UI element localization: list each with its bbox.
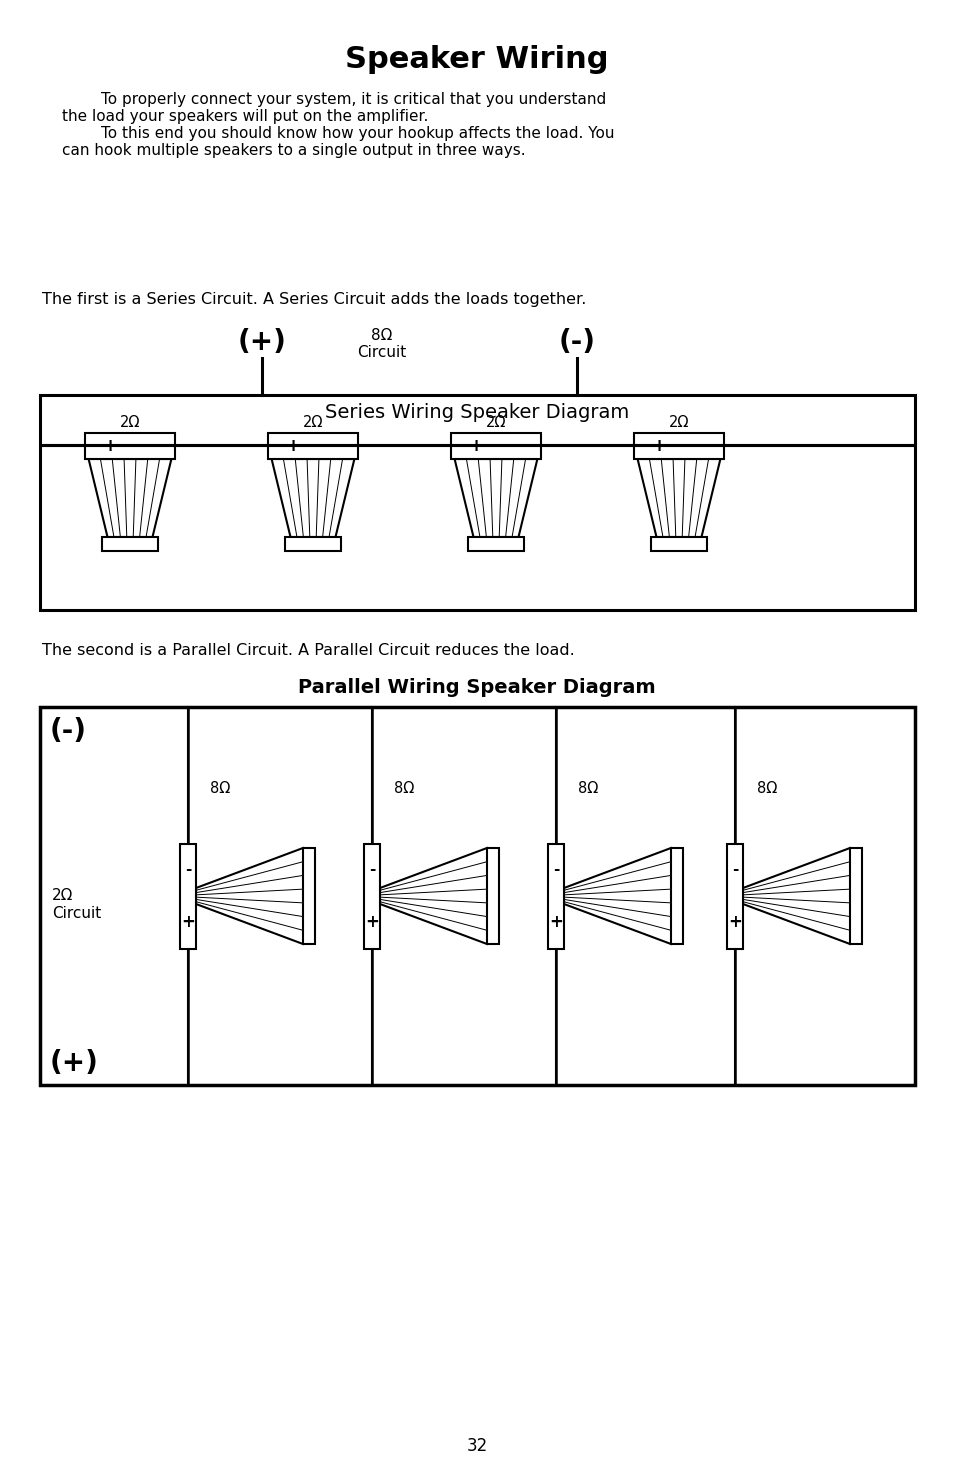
- Bar: [849, 848, 862, 944]
- Text: -: -: [695, 437, 702, 454]
- Text: 2Ω: 2Ω: [120, 414, 140, 431]
- Bar: [180, 844, 195, 948]
- Bar: [634, 434, 723, 459]
- Text: Speaker Wiring: Speaker Wiring: [345, 46, 608, 74]
- Bar: [40, 707, 914, 1086]
- Text: (-): (-): [50, 717, 87, 745]
- Text: Circuit: Circuit: [357, 345, 406, 360]
- Text: +: +: [102, 437, 117, 454]
- Text: 32: 32: [466, 1437, 487, 1454]
- Text: 2Ω: 2Ω: [485, 414, 506, 431]
- Text: +: +: [365, 913, 378, 931]
- Text: The second is a Parallel Circuit. A Parallel Circuit reduces the load.: The second is a Parallel Circuit. A Para…: [42, 643, 574, 658]
- Text: the load your speakers will put on the amplifier.: the load your speakers will put on the a…: [62, 109, 428, 124]
- Text: To properly connect your system, it is critical that you understand: To properly connect your system, it is c…: [62, 91, 605, 108]
- Text: 8Ω: 8Ω: [394, 780, 414, 797]
- Bar: [486, 848, 498, 944]
- Text: 8Ω: 8Ω: [757, 780, 777, 797]
- Text: 2Ω: 2Ω: [668, 414, 688, 431]
- Bar: [547, 844, 563, 948]
- Bar: [726, 844, 742, 948]
- Bar: [364, 844, 379, 948]
- Bar: [451, 434, 540, 459]
- Bar: [85, 434, 174, 459]
- Text: Parallel Wiring Speaker Diagram: Parallel Wiring Speaker Diagram: [298, 678, 655, 698]
- Text: (-): (-): [558, 327, 595, 355]
- Text: +: +: [549, 913, 562, 931]
- Text: can hook multiple speakers to a single output in three ways.: can hook multiple speakers to a single o…: [62, 143, 525, 158]
- Text: -: -: [552, 863, 558, 878]
- Bar: [670, 848, 682, 944]
- Text: 8Ω: 8Ω: [371, 327, 393, 344]
- Text: -: -: [731, 863, 738, 878]
- Bar: [285, 537, 341, 552]
- Bar: [268, 434, 357, 459]
- Text: +: +: [468, 437, 483, 454]
- Bar: [467, 537, 523, 552]
- Bar: [102, 537, 158, 552]
- Text: Circuit: Circuit: [52, 906, 101, 920]
- Text: 8Ω: 8Ω: [578, 780, 598, 797]
- Text: +: +: [651, 437, 666, 454]
- Text: (+): (+): [237, 327, 286, 355]
- Text: -: -: [512, 437, 519, 454]
- Text: Series Wiring Speaker Diagram: Series Wiring Speaker Diagram: [325, 403, 628, 422]
- Text: The first is a Series Circuit. A Series Circuit adds the loads together.: The first is a Series Circuit. A Series …: [42, 292, 586, 307]
- Text: To this end you should know how your hookup affects the load. You: To this end you should know how your hoo…: [62, 125, 614, 142]
- Bar: [303, 848, 314, 944]
- Text: +: +: [727, 913, 741, 931]
- Text: +: +: [285, 437, 300, 454]
- Text: 2Ω: 2Ω: [302, 414, 323, 431]
- Text: +: +: [181, 913, 194, 931]
- Text: -: -: [146, 437, 153, 454]
- Text: 8Ω: 8Ω: [210, 780, 230, 797]
- Text: -: -: [329, 437, 336, 454]
- Bar: [650, 537, 706, 552]
- Text: -: -: [369, 863, 375, 878]
- Text: -: -: [185, 863, 191, 878]
- Text: 2Ω: 2Ω: [52, 888, 73, 903]
- Text: (+): (+): [50, 1049, 99, 1077]
- Bar: [40, 395, 914, 611]
